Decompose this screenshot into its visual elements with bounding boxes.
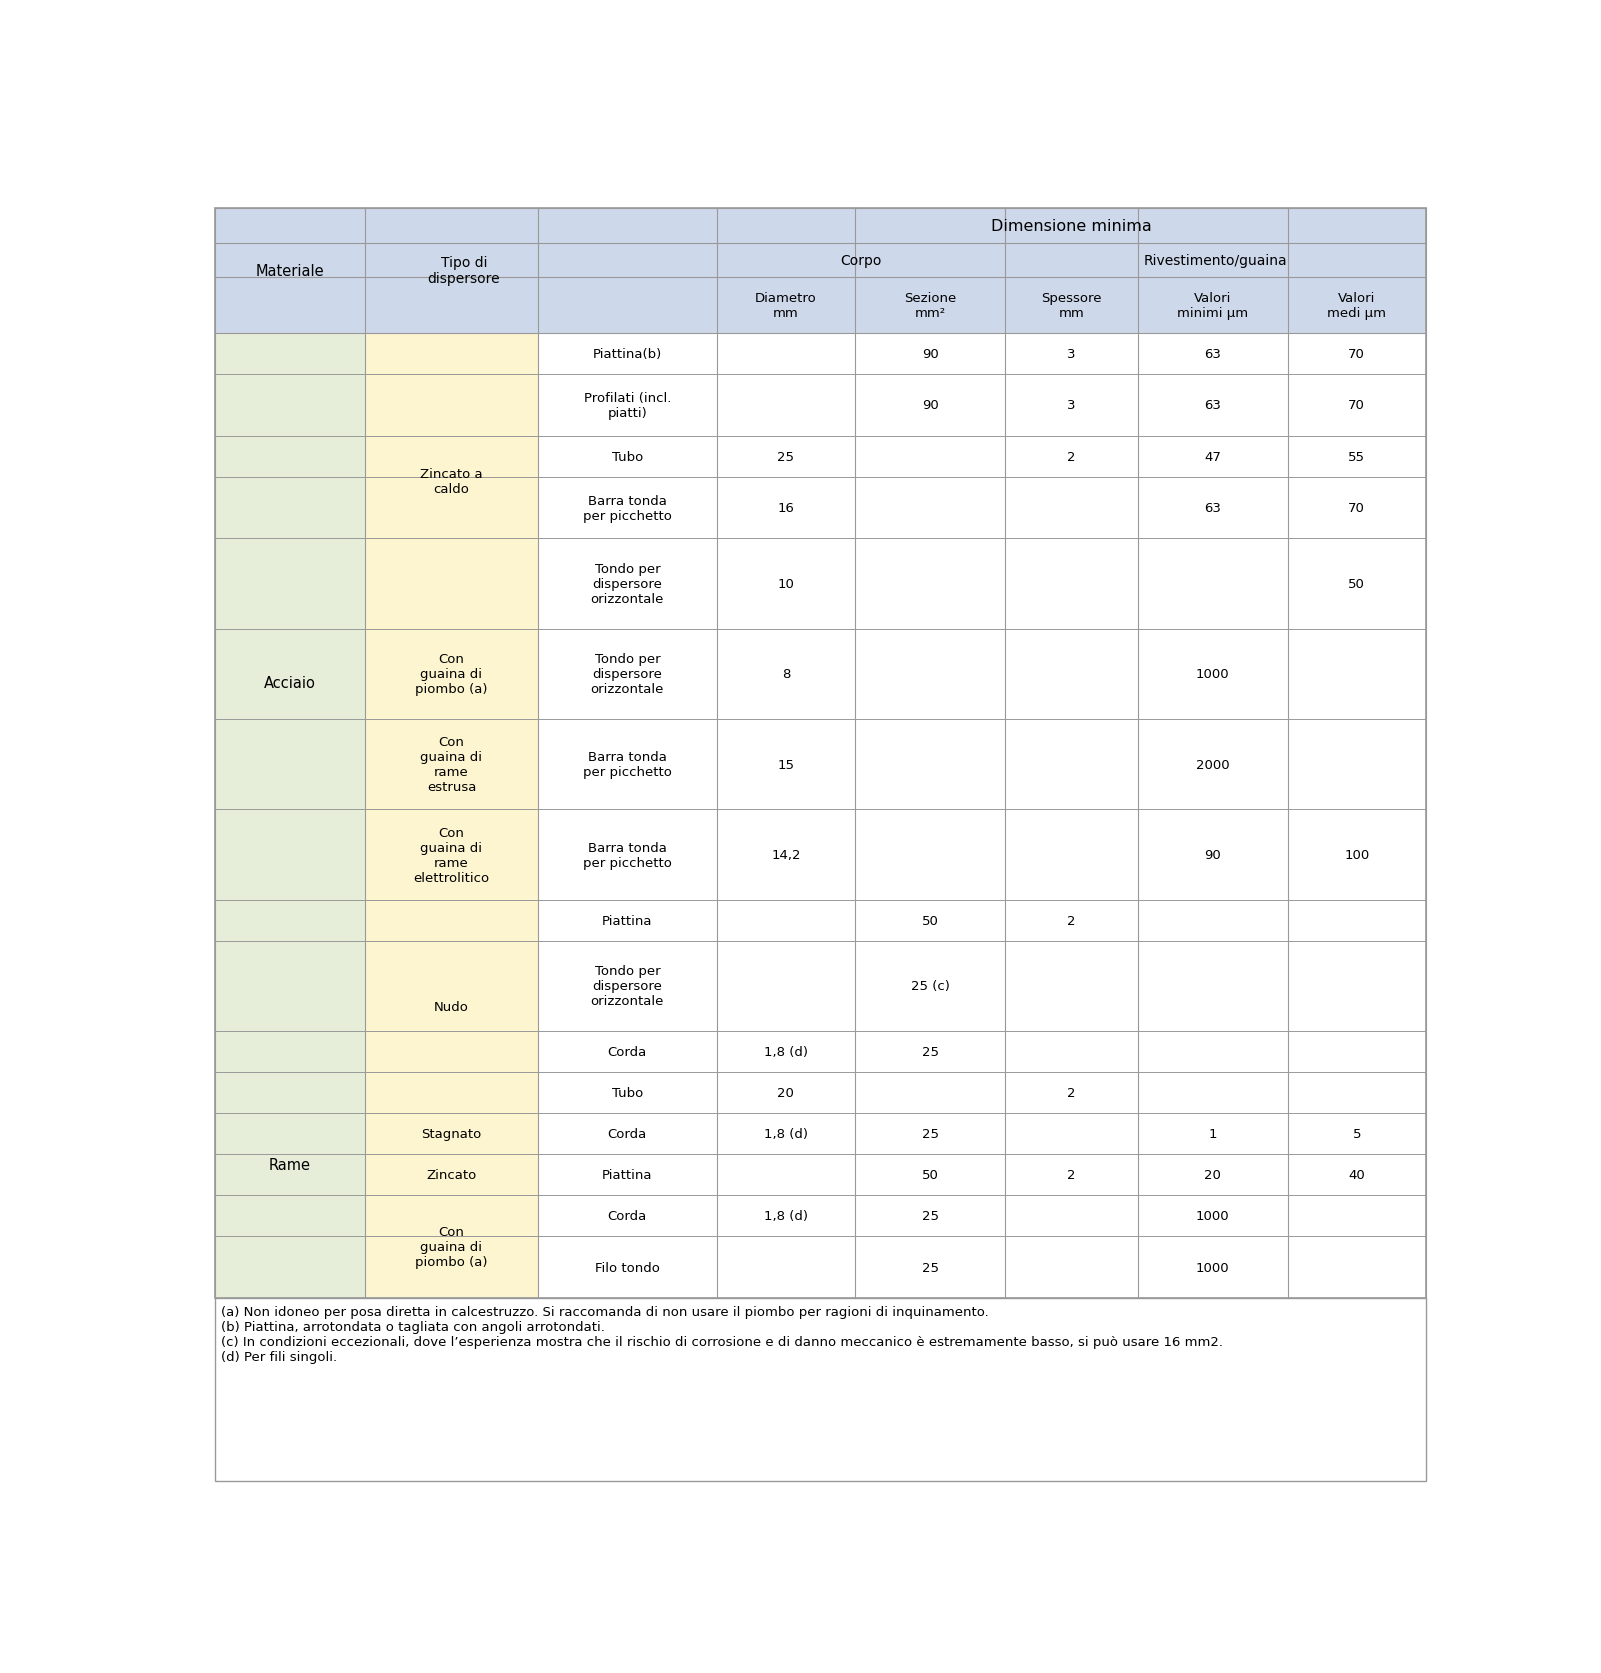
Text: 70: 70 bbox=[1348, 400, 1366, 412]
Text: 10: 10 bbox=[778, 577, 794, 591]
Text: 2000: 2000 bbox=[1196, 758, 1230, 771]
Text: 63: 63 bbox=[1204, 502, 1222, 515]
Text: 14,2: 14,2 bbox=[772, 848, 800, 862]
Text: 63: 63 bbox=[1204, 400, 1222, 412]
Text: 100: 100 bbox=[1345, 848, 1369, 862]
Text: Profilati (incl.
piatti): Profilati (incl. piatti) bbox=[584, 391, 671, 420]
Text: Con
guaina di
piombo (a): Con guaina di piombo (a) bbox=[415, 652, 488, 696]
Text: Tipo di
dispersore: Tipo di dispersore bbox=[427, 256, 500, 286]
Text: Valori
minimi μm: Valori minimi μm bbox=[1177, 291, 1249, 320]
Text: 50: 50 bbox=[922, 1169, 938, 1181]
Bar bbox=[215, 335, 365, 1298]
Text: Corda: Corda bbox=[608, 1046, 647, 1059]
Text: Corda: Corda bbox=[608, 1210, 647, 1223]
Text: Filo tondo: Filo tondo bbox=[596, 1261, 660, 1275]
Text: 1,8 (d): 1,8 (d) bbox=[764, 1210, 809, 1223]
Text: Tondo per
dispersore
orizzontale: Tondo per dispersore orizzontale bbox=[591, 965, 664, 1007]
Text: 20: 20 bbox=[1204, 1169, 1222, 1181]
Text: Rivestimento/guaina: Rivestimento/guaina bbox=[1143, 254, 1287, 268]
Text: Stagnato: Stagnato bbox=[421, 1128, 482, 1141]
Text: Rame: Rame bbox=[269, 1158, 311, 1173]
Text: 8: 8 bbox=[781, 668, 791, 681]
Text: 50: 50 bbox=[922, 913, 938, 927]
Text: 1000: 1000 bbox=[1196, 668, 1230, 681]
Text: 55: 55 bbox=[1348, 450, 1366, 463]
Text: 47: 47 bbox=[1204, 450, 1222, 463]
Text: Spessore
mm: Spessore mm bbox=[1041, 291, 1101, 320]
Text: Materiale: Materiale bbox=[256, 264, 325, 279]
Text: 5: 5 bbox=[1353, 1128, 1361, 1141]
Text: Dimensione minima: Dimensione minima bbox=[991, 219, 1151, 234]
Text: 90: 90 bbox=[922, 400, 938, 412]
Text: Zincato: Zincato bbox=[426, 1169, 477, 1181]
Text: Barra tonda
per picchetto: Barra tonda per picchetto bbox=[583, 494, 672, 522]
Text: 90: 90 bbox=[922, 348, 938, 361]
Text: 25: 25 bbox=[922, 1046, 938, 1059]
Text: 20: 20 bbox=[778, 1086, 794, 1099]
Text: 25: 25 bbox=[922, 1210, 938, 1223]
Text: Barra tonda
per picchetto: Barra tonda per picchetto bbox=[583, 842, 672, 868]
Text: Tubo: Tubo bbox=[612, 1086, 644, 1099]
Text: 1000: 1000 bbox=[1196, 1261, 1230, 1275]
Text: Tondo per
dispersore
orizzontale: Tondo per dispersore orizzontale bbox=[591, 562, 664, 606]
Text: 40: 40 bbox=[1348, 1169, 1366, 1181]
Bar bbox=[215, 209, 1426, 335]
Text: Barra tonda
per picchetto: Barra tonda per picchetto bbox=[583, 751, 672, 778]
Text: Nudo: Nudo bbox=[434, 1000, 469, 1014]
Text: 3: 3 bbox=[1068, 348, 1076, 361]
Text: 2: 2 bbox=[1068, 913, 1076, 927]
Text: 25 (c): 25 (c) bbox=[911, 980, 949, 992]
Text: 3: 3 bbox=[1068, 400, 1076, 412]
Text: Corpo: Corpo bbox=[841, 254, 882, 268]
Text: 90: 90 bbox=[1204, 848, 1222, 862]
Bar bbox=[215, 1298, 1426, 1481]
Text: 15: 15 bbox=[778, 758, 794, 771]
Text: 2: 2 bbox=[1068, 450, 1076, 463]
Text: Zincato a
caldo: Zincato a caldo bbox=[419, 467, 484, 495]
Text: 2: 2 bbox=[1068, 1086, 1076, 1099]
Text: 50: 50 bbox=[1348, 577, 1366, 591]
Bar bbox=[365, 335, 538, 1298]
Text: Con
guaina di
rame
elettrolitico: Con guaina di rame elettrolitico bbox=[413, 826, 490, 883]
Text: 2: 2 bbox=[1068, 1169, 1076, 1181]
Text: Con
guaina di
rame
estrusa: Con guaina di rame estrusa bbox=[421, 736, 482, 793]
Text: 1000: 1000 bbox=[1196, 1210, 1230, 1223]
Text: Acciaio: Acciaio bbox=[264, 676, 315, 691]
Text: Piattina: Piattina bbox=[602, 913, 653, 927]
Text: 1: 1 bbox=[1209, 1128, 1217, 1141]
Text: 25: 25 bbox=[922, 1128, 938, 1141]
Text: 16: 16 bbox=[778, 502, 794, 515]
Bar bbox=[215, 209, 1426, 1298]
Text: 25: 25 bbox=[778, 450, 794, 463]
Text: Piattina: Piattina bbox=[602, 1169, 653, 1181]
Text: Diametro
mm: Diametro mm bbox=[756, 291, 817, 320]
Text: Corda: Corda bbox=[608, 1128, 647, 1141]
Text: (a) Non idoneo per posa diretta in calcestruzzo. Si raccomanda di non usare il p: (a) Non idoneo per posa diretta in calce… bbox=[221, 1305, 1223, 1363]
Text: Tondo per
dispersore
orizzontale: Tondo per dispersore orizzontale bbox=[591, 652, 664, 696]
Text: Tubo: Tubo bbox=[612, 450, 644, 463]
Text: Sezione
mm²: Sezione mm² bbox=[905, 291, 956, 320]
Text: Valori
medi μm: Valori medi μm bbox=[1327, 291, 1386, 320]
Text: 25: 25 bbox=[922, 1261, 938, 1275]
Text: Con
guaina di
piombo (a): Con guaina di piombo (a) bbox=[415, 1226, 488, 1268]
Text: 1,8 (d): 1,8 (d) bbox=[764, 1128, 809, 1141]
Text: Piattina(b): Piattina(b) bbox=[592, 348, 661, 361]
Text: 63: 63 bbox=[1204, 348, 1222, 361]
Text: 1,8 (d): 1,8 (d) bbox=[764, 1046, 809, 1059]
Text: 70: 70 bbox=[1348, 348, 1366, 361]
Bar bbox=[215, 335, 1426, 1298]
Text: 70: 70 bbox=[1348, 502, 1366, 515]
